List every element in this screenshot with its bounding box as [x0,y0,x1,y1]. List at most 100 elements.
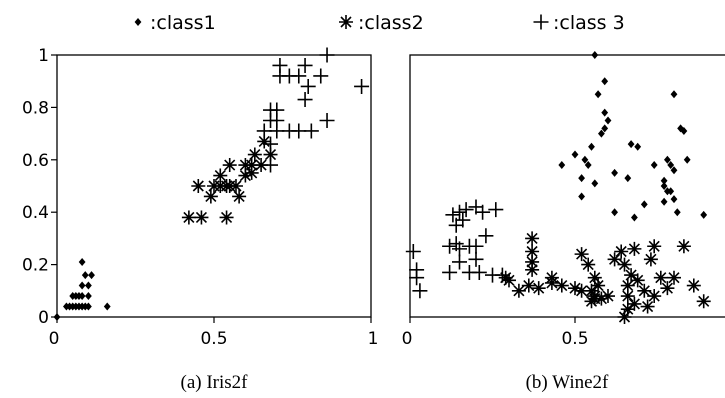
point-asterisk [587,270,602,285]
point-diamond [103,302,111,311]
point-asterisk [521,278,536,293]
point-plus [297,57,313,73]
point-plus [445,207,461,223]
point-asterisk [660,281,675,296]
point-diamond [634,142,642,151]
point-asterisk [624,268,639,283]
point-plus [488,202,504,218]
point-diamond [680,126,688,135]
point-asterisk [696,294,711,309]
point-asterisk [574,283,589,298]
legend-label: :class2 [358,12,424,34]
point-plus [471,264,487,280]
point-asterisk [232,189,247,204]
point-asterisk [581,257,596,272]
point-diamond [85,292,92,301]
point-plus [405,244,421,259]
legend-marker-diamond [134,18,142,26]
point-diamond [588,142,595,151]
point-asterisk [191,179,206,193]
point-asterisk [591,278,606,293]
point-plus [452,254,467,270]
point-plus [452,241,467,257]
point-plus [319,47,335,63]
legend-marker-asterisk [339,15,353,29]
point-asterisk [531,281,546,296]
point-diamond [78,257,86,266]
x-tick-label: 0 [402,329,413,349]
y-tick-label: 0.6 [22,151,49,171]
panel-wine2f: 0 0.5 (b) Wine2f [402,51,725,393]
point-asterisk [640,299,655,314]
y-tick-label: 0.8 [22,98,49,118]
point-diamond [660,176,668,185]
point-diamond [88,271,95,280]
point-asterisk [181,210,196,225]
point-asterisk [554,278,569,293]
point-asterisk [254,158,269,173]
legend: :class1:class2:class 3 [134,12,625,34]
point-diamond [611,208,618,217]
point-asterisk [525,262,540,277]
point-diamond [670,195,678,204]
point-plus [272,57,288,73]
point-diamond [673,208,681,217]
point-asterisk [525,231,540,246]
point-asterisk [594,291,609,306]
point-plus [458,202,474,218]
point-diamond [601,77,609,86]
panel-iris2f: 0 0.5 1 0 0.2 0.4 0.6 0.8 1 (a) Iris2f [22,46,378,393]
point-asterisk [247,147,262,162]
point-diamond [670,90,678,99]
point-asterisk [213,168,228,183]
point-diamond [664,155,671,164]
point-asterisk [568,281,582,296]
point-asterisk [502,273,516,288]
point-asterisk [620,302,635,317]
point-diamond [631,213,638,222]
point-diamond [594,90,602,99]
point-plus [442,238,458,254]
point-diamond [667,161,675,170]
point-diamond [670,166,678,175]
point-diamond [650,161,658,170]
point-asterisk [617,257,632,272]
point-asterisk [637,283,652,298]
point-asterisk [630,273,645,288]
point-asterisk [222,158,237,173]
point-asterisk [647,239,662,254]
point-plus [452,204,467,220]
point-diamond [581,155,589,164]
point-asterisk [525,244,540,259]
point-asterisk [194,210,209,225]
y-tick-label: 1 [38,46,49,66]
point-diamond [53,313,61,321]
x-tick-label: 0.5 [561,329,588,349]
point-plus [269,102,285,118]
point-asterisk [643,252,658,267]
point-plus [442,264,458,280]
point-plus [291,123,307,139]
point-asterisk [686,278,701,293]
point-diamond [558,161,566,170]
point-diamond [78,292,86,301]
point-plus [300,78,316,94]
point-diamond [85,281,92,290]
point-asterisk [219,210,234,225]
panel-caption: (b) Wine2f [526,372,609,393]
point-asterisk [601,289,615,304]
legend-label: :class1 [150,12,216,34]
point-diamond [85,302,92,311]
point-plus [409,270,425,286]
point-plus [297,92,313,108]
point-diamond [578,192,585,201]
point-asterisk [627,241,642,256]
point-plus [263,157,279,173]
x-tick-label: 0.5 [200,329,227,349]
legend-item-2: :class2 [339,12,424,34]
x-tick-label: 0 [49,329,60,349]
point-asterisk [574,247,589,262]
point-plus [354,78,370,94]
point-diamond [81,271,89,280]
